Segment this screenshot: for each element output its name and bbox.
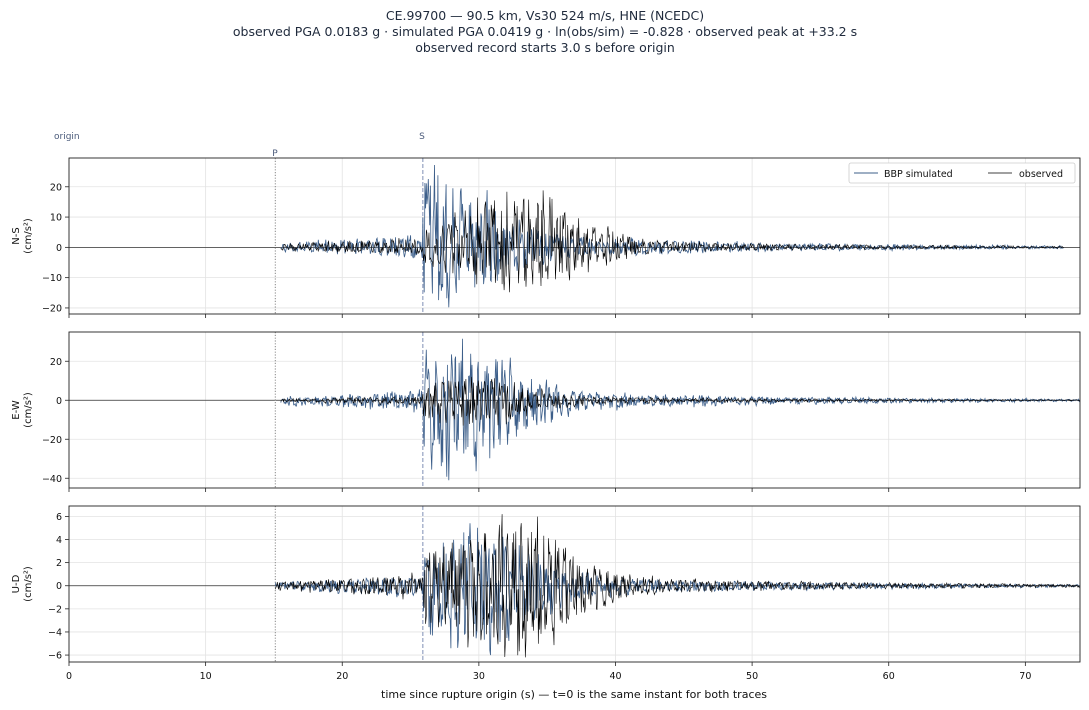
x-tick-label: 30 xyxy=(473,671,485,682)
legend-simulated-label: BBP simulated xyxy=(884,169,953,180)
x-axis-label: time since rupture origin (s) — t=0 is t… xyxy=(381,688,767,701)
y-tick-label-ew: 0 xyxy=(56,396,62,407)
simulated-trace-ns xyxy=(280,164,1064,308)
y-tick-label-ud: −2 xyxy=(48,604,62,615)
y-tick-label-ud: −6 xyxy=(48,651,62,662)
y-axis-unit-ud: (cm/s²) xyxy=(23,566,34,602)
y-tick-label-ud: 4 xyxy=(56,535,62,546)
x-tick-label: 0 xyxy=(66,671,72,682)
x-tick-label: 70 xyxy=(1019,671,1031,682)
simulated-trace-ud xyxy=(274,523,1081,656)
y-tick-label-ud: 0 xyxy=(56,581,62,592)
panel-frame-ew xyxy=(68,331,1081,489)
legend: BBP simulated observed xyxy=(848,162,1076,184)
legend-box xyxy=(848,162,1076,184)
y-tick-label-ud: 2 xyxy=(56,558,62,569)
x-tick-label: 60 xyxy=(883,671,895,682)
y-tick-label-ud: 6 xyxy=(56,512,62,523)
panel-frame-ud xyxy=(68,505,1081,663)
y-axis-label-ud: U-D xyxy=(11,574,22,593)
y-tick-label-ew: −20 xyxy=(42,435,62,446)
simulated-trace-ew xyxy=(280,338,1081,481)
y-tick-label-ns: 0 xyxy=(56,243,62,254)
legend-observed-label: observed xyxy=(1019,169,1063,180)
x-tick-label: 50 xyxy=(746,671,758,682)
y-axis-label-ns: N-S xyxy=(11,227,22,244)
observed-trace-ew xyxy=(280,376,1081,426)
panel-frame-ns xyxy=(68,157,1081,315)
y-tick-label-ew: 20 xyxy=(50,357,62,368)
y-tick-label-ud: −4 xyxy=(48,627,62,638)
y-tick-label-ns: −10 xyxy=(42,273,62,284)
x-tick-label: 20 xyxy=(336,671,348,682)
s-phase-top-label: S xyxy=(419,132,425,142)
y-tick-label-ns: 20 xyxy=(50,182,62,193)
observed-trace-ns xyxy=(280,190,1064,293)
y-tick-label-ns: 10 xyxy=(50,213,62,224)
y-axis-unit-ns: (cm/s²) xyxy=(23,218,34,254)
origin-phase-label: origin xyxy=(54,132,80,142)
x-tick-label: 40 xyxy=(609,671,621,682)
y-tick-label-ew: −40 xyxy=(42,474,62,485)
figure-title-line3: observed record starts 3.0 s before orig… xyxy=(415,40,675,55)
figure-title-line2: observed PGA 0.0183 g · simulated PGA 0.… xyxy=(233,24,857,39)
x-tick-label: 10 xyxy=(200,671,212,682)
y-tick-label-ns: −20 xyxy=(42,303,62,314)
observed-trace-ud xyxy=(275,514,1081,658)
y-axis-label-ew: E-W xyxy=(11,400,22,420)
y-axis-unit-ew: (cm/s²) xyxy=(23,392,34,428)
figure-title-line1: CE.99700 — 90.5 km, Vs30 524 m/s, HNE (N… xyxy=(386,8,704,23)
p-phase-label: P xyxy=(272,149,278,159)
